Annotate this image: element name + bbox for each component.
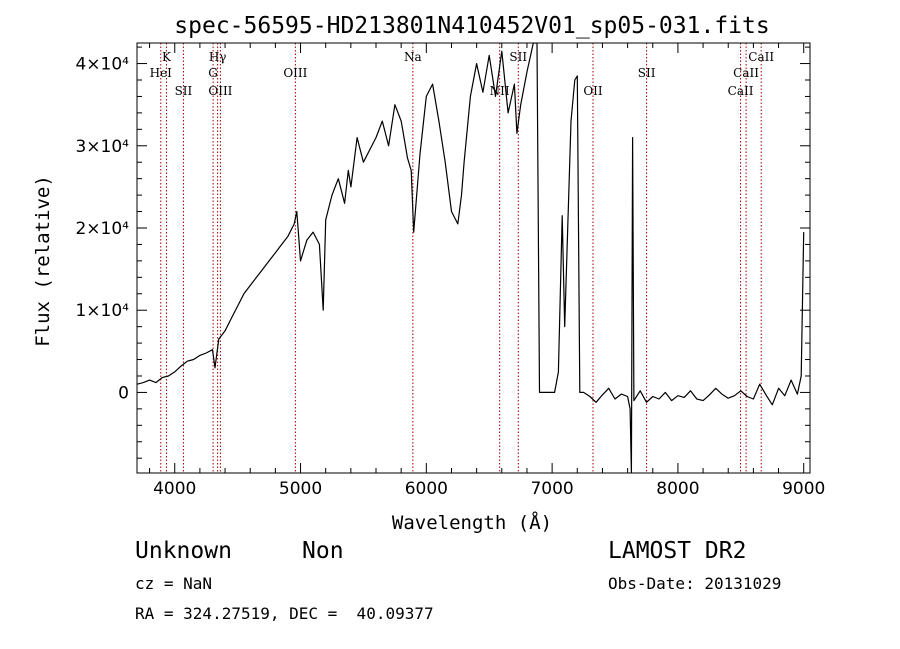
flux-line (137, 43, 805, 473)
y-tick-label: 1×10⁴ (75, 301, 129, 321)
spectral-line-markers: KHeISIIHγGOIIIOIIINaNIISIIOIISIICaIICaII… (150, 43, 774, 473)
spectral-line-label: CaII (748, 50, 774, 64)
cz-value: cz = NaN (135, 574, 213, 593)
spectral-line-label: G (208, 66, 218, 80)
spectral-line-label: OII (583, 84, 603, 98)
y-tick-label: 3×10⁴ (75, 137, 129, 157)
y-tick-label: 2×10⁴ (75, 219, 129, 239)
spectral-line-label: SII (175, 84, 193, 98)
chart-title: spec-56595-HD213801N410452V01_sp05-031.f… (174, 13, 769, 39)
spectral-line-label: CaII (728, 84, 754, 98)
x-tick-label: 8000 (656, 479, 699, 499)
subclass-label: Non (302, 538, 344, 564)
spectral-line-label: CaII (733, 66, 759, 80)
x-axis-label: Wavelength (Å) (392, 511, 552, 534)
plot-border (136, 42, 811, 474)
y-tick-label: 0 (118, 383, 129, 403)
obs-date: Obs-Date: 20131029 (608, 574, 782, 593)
x-tick-label: 9000 (782, 479, 825, 499)
spectral-line-label: K (162, 50, 172, 64)
x-tick-label: 6000 (405, 479, 448, 499)
y-axis-label: Flux (relative) (32, 175, 54, 347)
x-tick-label: 5000 (279, 479, 322, 499)
spectral-line-label: Na (404, 50, 422, 64)
class-label: Unknown (135, 538, 232, 564)
spectral-line-label: Hγ (209, 50, 227, 64)
coordinates: RA = 324.27519, DEC = 40.09377 (135, 604, 434, 623)
spectral-line-label: SII (509, 50, 527, 64)
survey-label: LAMOST DR2 (608, 538, 747, 564)
spectral-line-label: OIII (208, 84, 232, 98)
spectral-line-label: HeI (150, 66, 173, 80)
x-tick-label: 4000 (153, 479, 196, 499)
spectral-line-label: SII (638, 66, 656, 80)
plot-frame (136, 42, 811, 474)
axis-ticks: 4000 5000 6000 7000 8000 9000 0 1×10⁴ 2×10⁴ 3×10⁴… (75, 43, 825, 499)
spectral-line-label: OIII (283, 66, 307, 80)
x-tick-label: 7000 (530, 479, 573, 499)
y-tick-label: 4×10⁴ (75, 55, 129, 75)
flux-series (137, 43, 805, 473)
